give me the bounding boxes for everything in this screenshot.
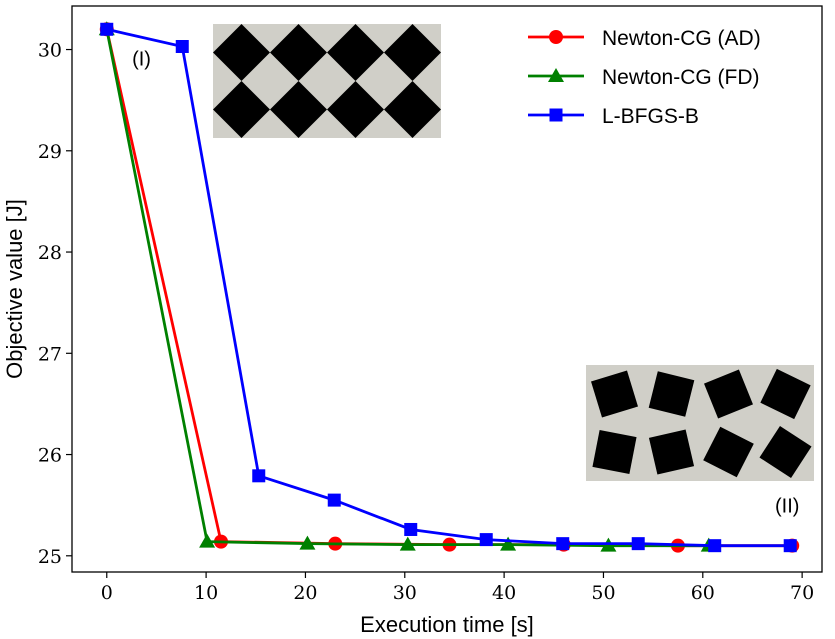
- y-tick-label: 28: [38, 242, 62, 264]
- legend-label-lbfgsb: L-BFGS-B: [602, 105, 699, 128]
- data-point: [175, 40, 189, 54]
- inset-cell-shape: [213, 81, 270, 138]
- legend-label-newton-cg-fd: Newton-CG (FD): [602, 66, 760, 89]
- data-point: [404, 522, 418, 536]
- inset-cell-shape: [760, 368, 811, 420]
- data-point: [783, 539, 797, 553]
- inset-cell-shape: [213, 24, 270, 81]
- inset-cell-shape: [759, 425, 812, 479]
- plot-area-frame: [71, 5, 823, 573]
- legend-box: [518, 16, 816, 130]
- series-lines: [98, 21, 800, 553]
- data-point: [100, 22, 114, 36]
- annotation-label-2: (II): [775, 495, 799, 517]
- axis-ticks: 0 10 20 30 40 50 60 70 25 26 27 28 29 30: [38, 40, 814, 604]
- inset-cell-shape: [648, 371, 695, 417]
- data-point: [399, 536, 416, 551]
- inset-images: [213, 24, 814, 481]
- inset-cell-shape: [384, 81, 441, 138]
- series-line: [106, 27, 791, 548]
- inset-cell-shape: [592, 429, 637, 475]
- inset-image-1: [213, 24, 441, 138]
- data-point: [299, 535, 316, 550]
- data-point: [327, 493, 341, 507]
- inset-cell-shape: [703, 426, 754, 478]
- y-tick-label: 26: [38, 445, 62, 467]
- legend-label-newton-cg-ad: Newton-CG (AD): [602, 27, 761, 50]
- x-tick-label: 60: [691, 582, 715, 604]
- legend-marker: [548, 68, 564, 82]
- y-tick-label: 30: [38, 40, 62, 62]
- inset-cell-shape: [327, 24, 384, 81]
- x-tick-label: 30: [393, 582, 417, 604]
- legend: Newton-CG (AD) Newton-CG (FD) L-BFGS-B: [518, 16, 816, 130]
- data-point: [479, 533, 493, 547]
- inset-cell-shape: [384, 24, 441, 81]
- legend-marker: [549, 30, 563, 44]
- x-tick-label: 50: [591, 582, 615, 604]
- data-point: [199, 533, 216, 548]
- inset-cell-shape: [270, 81, 327, 138]
- legend-marker: [549, 108, 563, 122]
- inset-cell-shape: [704, 369, 753, 419]
- series-2: [100, 22, 797, 553]
- x-tick-label: 0: [101, 582, 113, 604]
- x-axis-label: Execution time [s]: [360, 612, 534, 637]
- data-point: [252, 469, 266, 483]
- y-tick-label: 29: [38, 141, 62, 163]
- y-tick-label: 25: [38, 546, 62, 568]
- inset-cell-shape: [270, 24, 327, 81]
- data-point: [556, 537, 570, 551]
- inset-cell-shape: [648, 429, 695, 475]
- y-tick-label: 27: [38, 343, 62, 365]
- legend-items: [528, 30, 584, 122]
- inset-cell-shape: [591, 370, 638, 418]
- data-point: [500, 536, 517, 551]
- y-axis-label: Objective value [J]: [2, 199, 27, 379]
- data-point: [631, 537, 645, 551]
- x-tick-label: 10: [194, 582, 218, 604]
- x-tick-label: 70: [790, 582, 814, 604]
- annotation-label-1: (I): [132, 49, 151, 71]
- inset-image-2: [586, 365, 814, 481]
- x-tick-label: 40: [492, 582, 516, 604]
- inset-cell-shape: [327, 81, 384, 138]
- data-point: [708, 539, 722, 553]
- x-tick-label: 20: [293, 582, 317, 604]
